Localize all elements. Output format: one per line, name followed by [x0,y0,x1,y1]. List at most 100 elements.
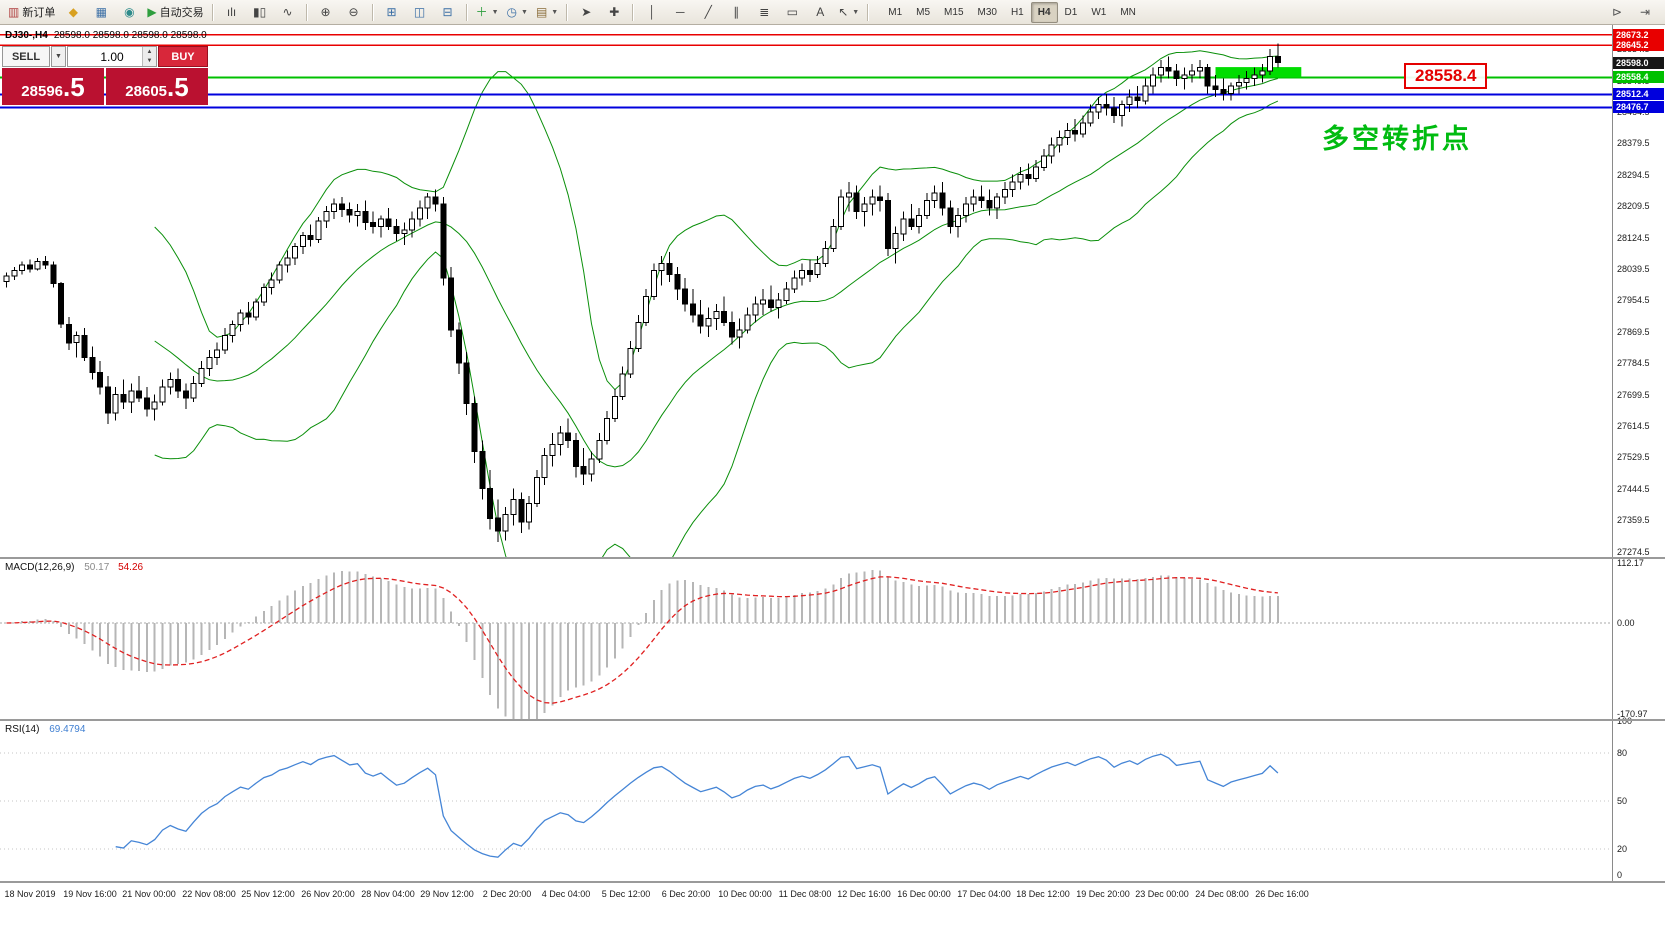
vertical-line-button[interactable]: │ [638,1,666,23]
toolbar-separator [632,3,635,21]
price-tick-label: 28294.5 [1617,170,1650,180]
horizontal-level-lines[interactable] [0,34,1613,109]
spinner-down-icon[interactable]: ▼ [143,56,156,66]
rsi-pane[interactable]: RSI(14) 69.4794 [0,721,1613,881]
sell-button[interactable]: SELL [2,46,50,67]
autotrading-button-label: 自动交易 [159,7,204,19]
chevron-down-icon: ▼ [491,8,499,16]
toolbar-separator [465,3,468,21]
rsi-value: 69.4794 [49,724,86,735]
price-tick-label: 28209.5 [1617,201,1650,211]
arrange-horizontal-icon: ⊟ [442,5,453,19]
shapes-button[interactable]: ▭ [778,1,806,23]
rsi-tick-label: 0 [1617,870,1623,880]
navigator-button[interactable]: ◉ [115,1,143,23]
market-watch-icon: ▦ [95,5,108,19]
spinner-up-icon[interactable]: ▲ [143,47,156,57]
toolbar-separator [211,3,214,21]
timeframe-m15[interactable]: M15 [944,6,964,18]
time-axis[interactable]: 18 Nov 2019 19 Nov 16:00 21 Nov 00:00 22 No… [0,882,1665,909]
rsi-tick-label: 20 [1617,844,1628,854]
order-type-dropdown[interactable]: ▼ [51,46,66,67]
volume-input[interactable]: 1.00 ▲ ▼ [67,46,157,67]
zoom-out-button[interactable]: ⊖ [340,1,368,23]
price-tick-label: 27359.5 [1617,515,1650,525]
timeframe-m1[interactable]: M1 [888,6,903,18]
pane-divider[interactable] [0,719,1665,721]
arrange-horizontal-button[interactable]: ⊟ [434,1,462,23]
macd-pane[interactable]: MACD(12,26,9) 50.17 54.26 [0,559,1613,719]
templates-button[interactable]: ▤ ▼ [532,1,562,23]
time-axis-label: 23 Dec 00:00 [1135,889,1189,899]
buy-price-fraction: .5 [167,72,189,102]
fibonacci-button[interactable]: ≣ [750,1,778,23]
toolbar: ▥ 新订单 ◆ ▦ ◉ ▶ 自动交易 ılı ▮▯ ∿ ⊕ ⊖ ⊞ ◫ ⊟ ＋ ▼ ◷ ▼ ▤ ▼ ➤ ✚ │ ─ ╱ ∥ ≣ ▭ A ↖ ▼… [0,0,1665,25]
price-tick-label: 28124.5 [1617,233,1650,243]
auto-scroll-button[interactable]: ⊳ [1603,1,1631,23]
chart-window[interactable]: DJ30-,H4 28598.0 28598.0 28598.0 28598.0 … [0,25,1665,948]
horizontal-line-button[interactable]: ─ [666,1,694,23]
tile-windows-button[interactable]: ⊞ [378,1,406,23]
indicators-button[interactable]: ＋ ▼ [472,1,503,23]
buy-button[interactable]: BUY [158,46,208,67]
candlestick-chart-button[interactable]: ▮▯ [246,1,274,23]
sell-price-main: 28596 [21,83,64,100]
autotrading-button[interactable]: ▶ 自动交易 [143,1,207,23]
chart-title: DJ30-,H4 28598.0 28598.0 28598.0 28598.0 [5,30,207,41]
volume-spinner[interactable]: ▲ ▼ [142,47,156,66]
new-order-button[interactable]: ▥ 新订单 [4,1,59,23]
timeframe-m5[interactable]: M5 [916,6,931,18]
highlight-rectangle[interactable] [1215,67,1302,78]
pane-divider[interactable] [0,557,1665,559]
time-axis-label: 21 Nov 00:00 [122,889,176,899]
channel-icon: ∥ [733,5,740,19]
current-price-label: 28598.0 [1613,57,1664,69]
time-axis-label: 10 Dec 00:00 [718,889,772,899]
arrange-vertical-button[interactable]: ◫ [406,1,434,23]
timeframe-d1[interactable]: D1 [1064,6,1078,18]
sell-price-button[interactable]: 28596.5 [2,68,104,105]
line-chart-button[interactable]: ∿ [274,1,302,23]
cursor-icon: ➤ [581,5,592,19]
trendline-button[interactable]: ╱ [694,1,722,23]
market-watch-button[interactable]: ▦ [87,1,115,23]
macd-label: MACD(12,26,9) 50.17 54.26 [5,562,143,573]
toolbar-items: ▥ 新订单 ◆ ▦ ◉ ▶ 自动交易 ılı ▮▯ ∿ ⊕ ⊖ ⊞ ◫ ⊟ ＋ ▼ ◷ ▼ ▤ ▼ ➤ ✚ │ ─ ╱ ∥ ≣ ▭ A ↖ ▼ [4,0,873,24]
chart-symbol: DJ30-,H4 [5,30,48,41]
rsi-tick-label: 80 [1617,748,1628,758]
timeframe-h4[interactable]: H4 [1030,1,1058,23]
bar-chart-button[interactable]: ılı [218,1,246,23]
rsi-label: RSI(14) 69.4794 [5,724,85,735]
timeframe-w1[interactable]: W1 [1091,6,1107,18]
crosshair-button[interactable]: ✚ [600,1,628,23]
rsi-tick-label: 50 [1617,796,1628,806]
periods-button[interactable]: ◷ ▼ [503,1,532,23]
chart-shift-button[interactable]: ⇥ [1631,1,1659,23]
time-axis-label: 12 Dec 16:00 [837,889,891,899]
chevron-down-icon: ▼ [551,8,559,16]
price-callout[interactable]: 28558.4 [1404,63,1488,89]
zoom-in-button[interactable]: ⊕ [312,1,340,23]
crosshair-icon: ✚ [609,5,620,19]
time-axis-label: 2 Dec 20:00 [482,889,532,899]
metaeditor-button[interactable]: ◆ [59,1,87,23]
timeframe-h1[interactable]: H1 [1010,6,1024,18]
toolbar-separator [566,3,569,21]
macd-signal-value: 54.26 [118,562,144,573]
level-price-label: 28476.7 [1613,101,1664,113]
arrows-button[interactable]: ↖ ▼ [834,1,863,23]
candlestick-chart[interactable] [0,25,1613,557]
toolbar-right: ⊳ ⇥ [1603,0,1659,24]
channel-button[interactable]: ∥ [722,1,750,23]
timeframe-m30[interactable]: M30 [977,6,997,18]
buy-price-button[interactable]: 28605.5 [106,68,208,105]
cursor-button[interactable]: ➤ [572,1,600,23]
timeframe-mn[interactable]: MN [1120,6,1136,18]
annotation-text[interactable]: 多空转折点 [1322,124,1472,154]
price-axis[interactable]: 28634.528549.528464.528379.528294.528209… [1612,25,1665,882]
toolbar-separator [371,3,374,21]
time-axis-label: 19 Nov 16:00 [63,889,117,899]
text-label-button[interactable]: A [806,1,834,23]
rsi-name: RSI(14) [5,724,40,735]
price-chart-pane[interactable]: DJ30-,H4 28598.0 28598.0 28598.0 28598.0 … [0,25,1613,557]
